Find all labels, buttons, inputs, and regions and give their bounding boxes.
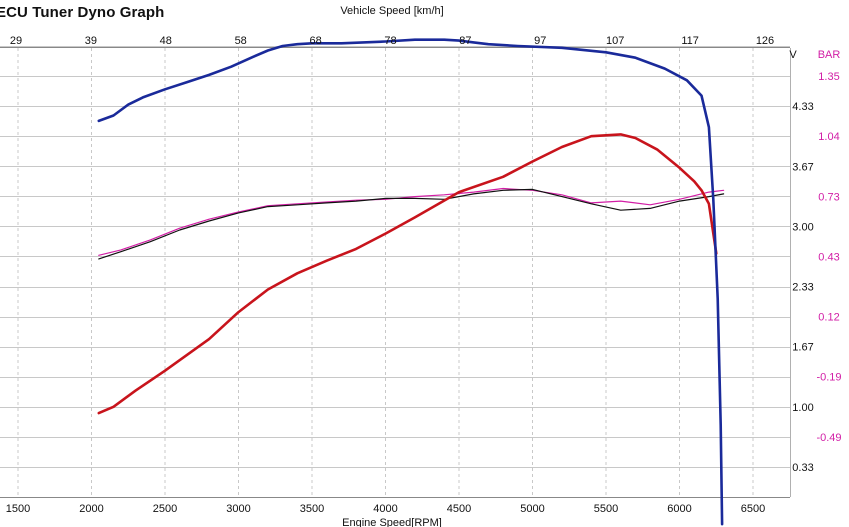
top-axis-label: Vehicle Speed [km/h]	[340, 5, 443, 17]
y-left-tick-label: 4.33	[792, 101, 813, 113]
y-right-tick-label: -0.49	[816, 432, 841, 444]
bottom-tick-label: 4500	[447, 503, 471, 515]
bottom-tick-label: 3500	[300, 503, 324, 515]
top-tick-label: 117	[681, 35, 699, 47]
bottom-tick-label: 5500	[594, 503, 618, 515]
y-right-tick-label: 0.43	[818, 251, 839, 263]
chart-title: ECU Tuner Dyno Graph	[0, 4, 165, 21]
top-tick-label: 97	[534, 35, 546, 47]
top-tick-label: 29	[10, 35, 22, 47]
bottom-tick-label: 2500	[153, 503, 177, 515]
y-right-label: BAR	[818, 49, 841, 61]
y-right-tick-label: 0.12	[818, 312, 839, 324]
y-left-tick-label: 3.67	[792, 161, 813, 173]
x-axis-label: Engine Speed[RPM]	[342, 517, 442, 527]
y-left-tick-label: 0.33	[792, 462, 813, 474]
y-left-tick-label: 1.00	[792, 402, 813, 414]
top-tick-label: 58	[235, 35, 247, 47]
bottom-tick-label: 4000	[373, 503, 397, 515]
top-tick-label: 107	[606, 35, 624, 47]
bottom-tick-label: 3000	[226, 503, 250, 515]
bottom-tick-label: 6500	[741, 503, 765, 515]
y-right-tick-label: 0.73	[818, 191, 839, 203]
series-line-magenta	[98, 187, 725, 256]
top-tick-label: 87	[459, 35, 471, 47]
top-tick-label: 126	[756, 35, 774, 47]
y-right-tick-label: 1.35	[818, 71, 839, 83]
y-right-tick-label: -0.19	[816, 372, 841, 384]
series-line-red	[97, 133, 718, 415]
bottom-tick-label: 1500	[6, 503, 30, 515]
y-left-tick-label: 1.67	[792, 342, 813, 354]
series-line-blue	[97, 38, 724, 526]
top-tick-label: 78	[384, 35, 396, 47]
y-left-tick-label: 2.33	[792, 282, 813, 294]
series-line-black	[98, 188, 725, 260]
top-tick-label: 48	[160, 35, 172, 47]
y-left-label: V	[789, 49, 797, 61]
bottom-tick-label: 6000	[667, 503, 691, 515]
top-tick-label: 68	[309, 35, 321, 47]
bottom-tick-label: 2000	[79, 503, 103, 515]
top-tick-label: 39	[85, 35, 97, 47]
y-right-tick-label: 1.04	[818, 131, 839, 143]
y-left-tick-label: 3.00	[792, 221, 813, 233]
bottom-tick-label: 5000	[520, 503, 544, 515]
